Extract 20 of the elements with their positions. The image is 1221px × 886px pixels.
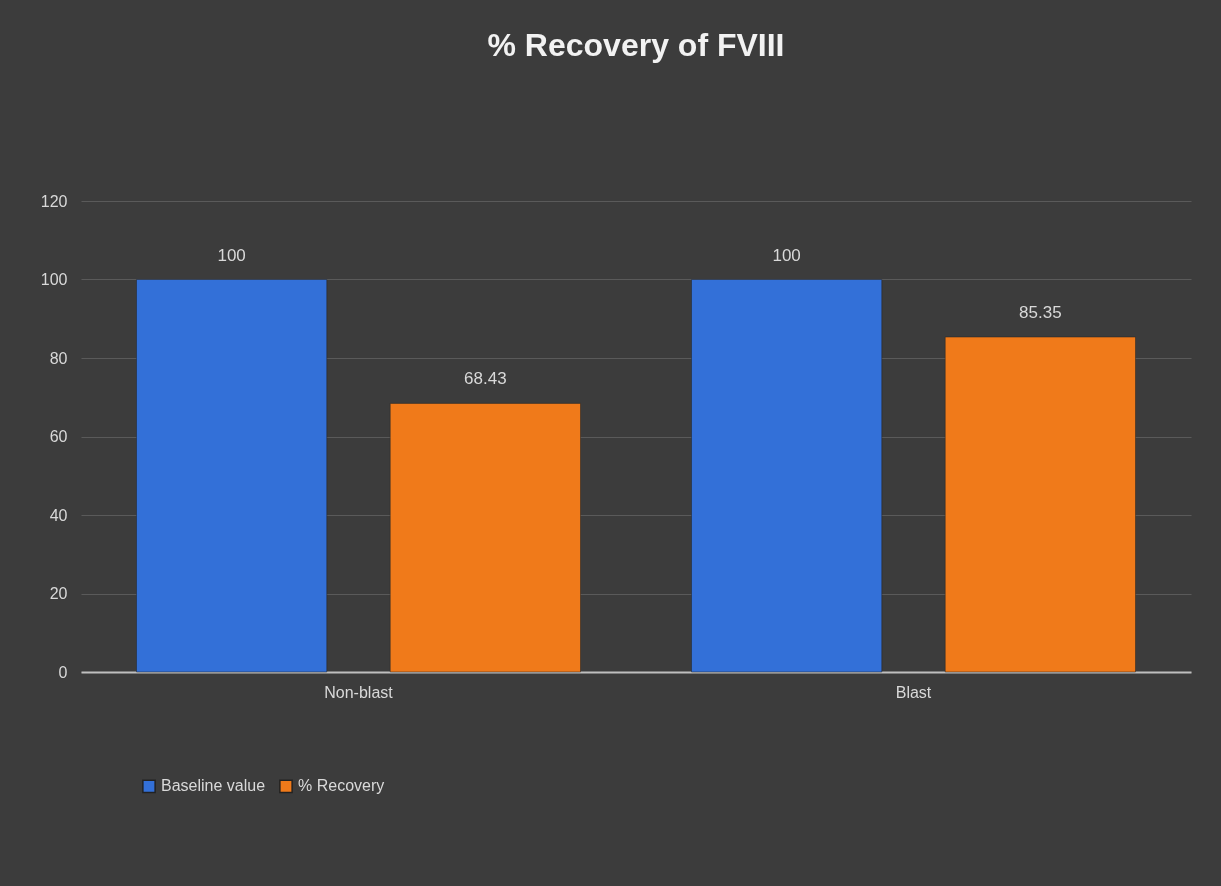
bar xyxy=(944,336,1136,673)
y-tick-label: 0 xyxy=(58,663,68,681)
y-tick-label: 100 xyxy=(40,271,68,288)
chart-title: % Recovery of FVIII xyxy=(487,27,785,63)
bar xyxy=(691,279,883,673)
y-tick-label: 20 xyxy=(49,585,68,602)
data-label: 100 xyxy=(217,245,246,265)
data-label: 85.35 xyxy=(1019,303,1062,322)
bar xyxy=(136,279,328,673)
legend-label: % Recovery xyxy=(298,777,385,795)
x-tick-label: Non-blast xyxy=(324,683,394,701)
y-tick-label: 60 xyxy=(49,428,68,445)
y-tick-label: 40 xyxy=(49,506,68,524)
y-tick-label: 120 xyxy=(40,192,68,210)
data-label: 68.43 xyxy=(464,369,507,389)
legend-label: Baseline value xyxy=(161,777,266,795)
bar xyxy=(389,403,581,673)
x-tick-label: Blast xyxy=(895,683,932,701)
data-label: 100 xyxy=(772,245,801,265)
y-tick-label: 80 xyxy=(49,349,68,367)
